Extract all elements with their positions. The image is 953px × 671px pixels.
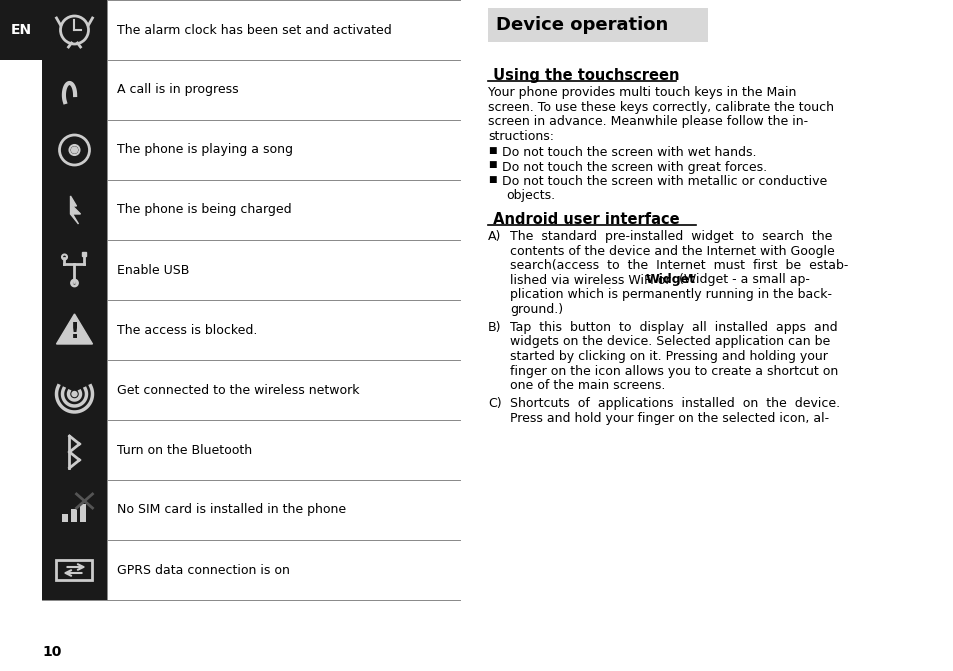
Text: Android user interface: Android user interface	[488, 212, 679, 227]
Text: The phone is being charged: The phone is being charged	[117, 203, 292, 217]
Text: ■: ■	[488, 146, 496, 155]
Bar	[42, 240, 107, 300]
Bar	[42, 540, 107, 600]
Bar	[56, 560, 92, 580]
Polygon shape	[71, 196, 80, 224]
Text: search(access  to  the  Internet  must  first  be  estab-: search(access to the Internet must first…	[510, 259, 847, 272]
Text: Do not touch the screen with metallic or conductive: Do not touch the screen with metallic or…	[501, 175, 826, 188]
Bar	[63, 514, 69, 522]
Text: A call is in progress: A call is in progress	[117, 83, 238, 97]
Text: Widget: Widget	[645, 274, 696, 287]
Text: Get connected to the wireless network: Get connected to the wireless network	[117, 384, 359, 397]
Text: A): A)	[488, 230, 501, 243]
Text: The phone is playing a song: The phone is playing a song	[117, 144, 293, 156]
Circle shape	[71, 391, 77, 397]
Bar	[42, 360, 107, 420]
Text: screen. To use these keys correctly, calibrate the touch: screen. To use these keys correctly, cal…	[488, 101, 833, 113]
Bar	[80, 504, 87, 522]
Text: (Widget - a small ap-: (Widget - a small ap-	[679, 274, 809, 287]
Polygon shape	[56, 314, 92, 344]
Text: The alarm clock has been set and activated: The alarm clock has been set and activat…	[117, 23, 392, 36]
Bar	[42, 60, 107, 120]
Bar	[42, 0, 107, 60]
Text: objects.: objects.	[505, 189, 555, 203]
Bar	[42, 120, 107, 180]
Bar	[82, 252, 87, 256]
Bar	[42, 420, 107, 480]
Text: The  standard  pre-installed  widget  to  search  the: The standard pre-installed widget to sea…	[510, 230, 832, 243]
Text: Enable USB: Enable USB	[117, 264, 190, 276]
Text: Press and hold your finger on the selected icon, al-: Press and hold your finger on the select…	[510, 412, 828, 425]
Bar	[42, 300, 107, 360]
Bar	[71, 509, 77, 522]
Bar	[0, 0, 42, 60]
Text: started by clicking on it. Pressing and holding your: started by clicking on it. Pressing and …	[510, 350, 827, 363]
Text: Shortcuts  of  applications  installed  on  the  device.: Shortcuts of applications installed on t…	[510, 397, 840, 411]
Text: 10: 10	[42, 645, 61, 659]
Text: Do not touch the screen with great forces.: Do not touch the screen with great force…	[501, 160, 766, 174]
Text: widgets on the device. Selected application can be: widgets on the device. Selected applicat…	[510, 336, 829, 348]
Text: structions:: structions:	[488, 130, 554, 142]
Text: Using the touchscreen: Using the touchscreen	[488, 68, 679, 83]
Text: Tap  this  button  to  display  all  installed  apps  and: Tap this button to display all installed…	[510, 321, 837, 334]
Bar	[488, 8, 707, 42]
Text: one of the main screens.: one of the main screens.	[510, 379, 664, 392]
Text: EN: EN	[10, 23, 31, 37]
Text: The access is blocked.: The access is blocked.	[117, 323, 257, 336]
Text: ■: ■	[488, 175, 496, 184]
Text: B): B)	[488, 321, 501, 334]
Bar	[42, 480, 107, 540]
Text: C): C)	[488, 397, 501, 411]
Text: finger on the icon allows you to create a shortcut on: finger on the icon allows you to create …	[510, 364, 838, 378]
Text: contents of the device and the Internet with Google: contents of the device and the Internet …	[510, 244, 834, 258]
Text: Device operation: Device operation	[496, 16, 667, 34]
Text: No SIM card is installed in the phone: No SIM card is installed in the phone	[117, 503, 346, 517]
Text: lished via wireless WiFi or: lished via wireless WiFi or	[510, 274, 670, 287]
Bar	[42, 180, 107, 240]
Text: !: !	[70, 322, 79, 342]
Text: ground.): ground.)	[510, 303, 562, 315]
Text: GPRS data connection is on: GPRS data connection is on	[117, 564, 290, 576]
Text: Turn on the Bluetooth: Turn on the Bluetooth	[117, 444, 252, 456]
Text: ■: ■	[488, 160, 496, 170]
Text: Your phone provides multi touch keys in the Main: Your phone provides multi touch keys in …	[488, 86, 796, 99]
Text: screen in advance. Meanwhile please follow the in-: screen in advance. Meanwhile please foll…	[488, 115, 807, 128]
Circle shape	[71, 147, 77, 153]
Text: plication which is permanently running in the back-: plication which is permanently running i…	[510, 288, 831, 301]
Text: Do not touch the screen with wet hands.: Do not touch the screen with wet hands.	[501, 146, 756, 159]
